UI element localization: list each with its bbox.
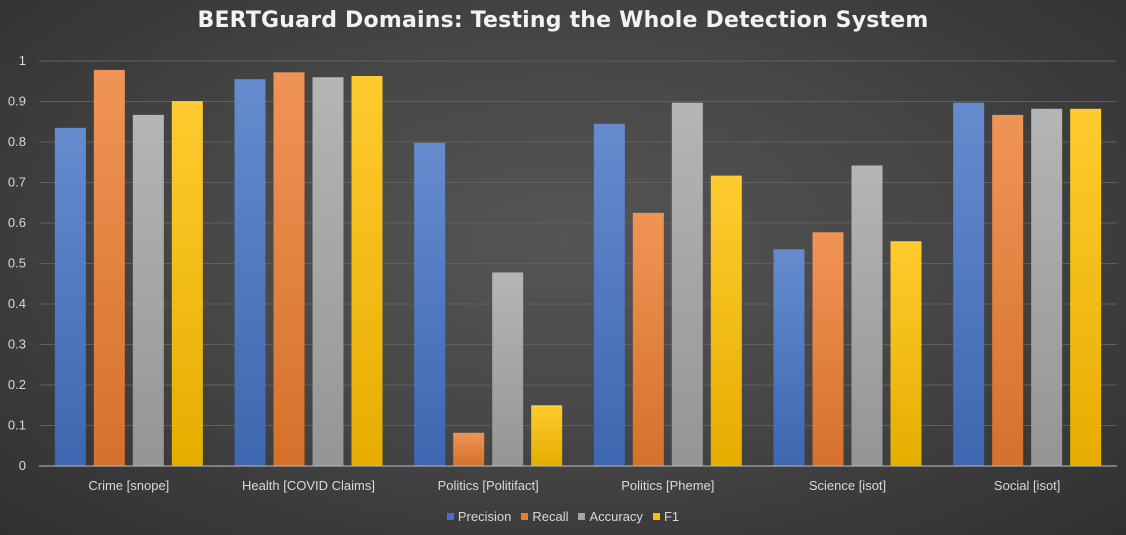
y-tick-label: 0.4 [8,296,26,311]
legend-swatch [446,513,454,520]
legend-swatch [521,513,529,520]
bar-precision [414,142,446,466]
bar-precision [54,127,86,466]
y-tick-label: 1 [19,53,26,68]
legend-label: Recall [532,509,569,524]
y-tick-label: 0 [19,458,26,473]
bar-precision [234,79,266,466]
bar-precision [953,102,985,466]
bar-accuracy [132,114,164,467]
legend-label: Accuracy [589,509,643,524]
bar-f1 [351,75,383,467]
x-tick-label: Crime [snope] [88,478,169,493]
y-tick-label: 0.6 [8,215,26,230]
bar-accuracy [492,272,524,466]
legend-item: Recall [521,509,568,524]
bar-f1 [710,175,742,467]
bar-f1 [171,101,203,466]
y-tick-label: 0.9 [8,94,26,109]
legend-item: Precision [446,509,512,524]
y-tick-label: 0.7 [8,175,26,190]
legend-swatch [652,513,660,520]
bar-precision [593,123,625,467]
y-tick-label: 0.3 [8,337,26,352]
legend-item: Accuracy [578,509,643,524]
bar-recall [93,69,125,466]
y-tick-label: 0.2 [8,377,26,392]
bar-f1 [1070,108,1102,466]
y-tick-label: 0.1 [8,418,26,433]
bar-f1 [531,405,563,466]
bar-recall [453,432,485,466]
bar-recall [992,114,1024,467]
legend-label: Precision [457,509,512,524]
bar-f1 [890,241,922,466]
x-tick-label: Politics [Pheme] [621,478,714,493]
x-tick-label: Social [isot] [994,478,1060,493]
bar-accuracy [312,77,344,466]
bar-recall [812,232,844,466]
y-tick-label: 0.5 [8,256,26,271]
chart-title: BERTGuard Domains: Testing the Whole Det… [197,8,929,33]
bar-precision [773,249,805,466]
bar-recall [273,72,305,466]
legend: Precision Recall Accuracy F1 [0,509,1126,524]
y-tick-label: 0.8 [8,134,26,149]
legend-item: F1 [652,509,680,524]
legend-swatch [578,513,586,520]
x-tick-label: Politics [Politifact] [438,478,539,493]
x-tick-label: Health [COVID Claims] [242,478,375,493]
bar-recall [632,212,664,466]
bar-accuracy [671,102,703,466]
bar-accuracy [1031,108,1063,466]
x-tick-label: Science [isot] [809,478,886,493]
bar-accuracy [851,165,883,467]
legend-label: F1 [663,509,680,524]
